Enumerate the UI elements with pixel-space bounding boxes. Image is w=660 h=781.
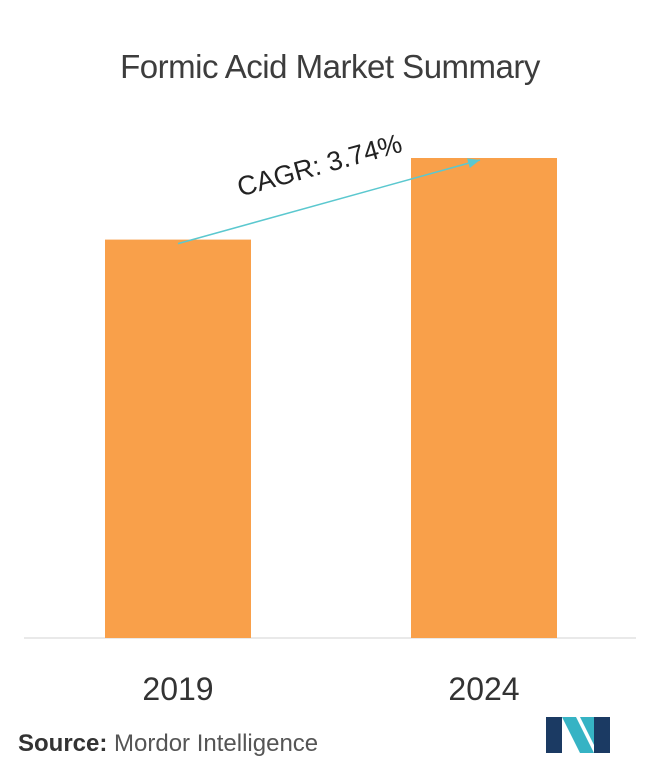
bar-2019 — [105, 239, 251, 638]
logo-shape-left — [546, 717, 562, 753]
cagr-label: CAGR: 3.74% — [234, 128, 405, 202]
mordor-intelligence-logo — [546, 717, 610, 753]
x-tick-label-2024: 2024 — [448, 671, 519, 707]
source-note: Source: Mordor Intelligence — [18, 730, 318, 758]
source-text: Mordor Intelligence — [114, 730, 319, 757]
cagr-arrow-line — [177, 159, 481, 245]
source-prefix: Source: — [18, 730, 108, 757]
bar-2024 — [411, 158, 557, 638]
x-tick-label-2019: 2019 — [142, 671, 213, 707]
logo-shape-accent — [580, 717, 594, 745]
logo-shape-right — [594, 717, 610, 753]
chart-title: Formic Acid Market Summary — [120, 48, 540, 85]
logo-shape-mid — [562, 717, 594, 753]
cagr-arrow-head — [467, 158, 480, 169]
